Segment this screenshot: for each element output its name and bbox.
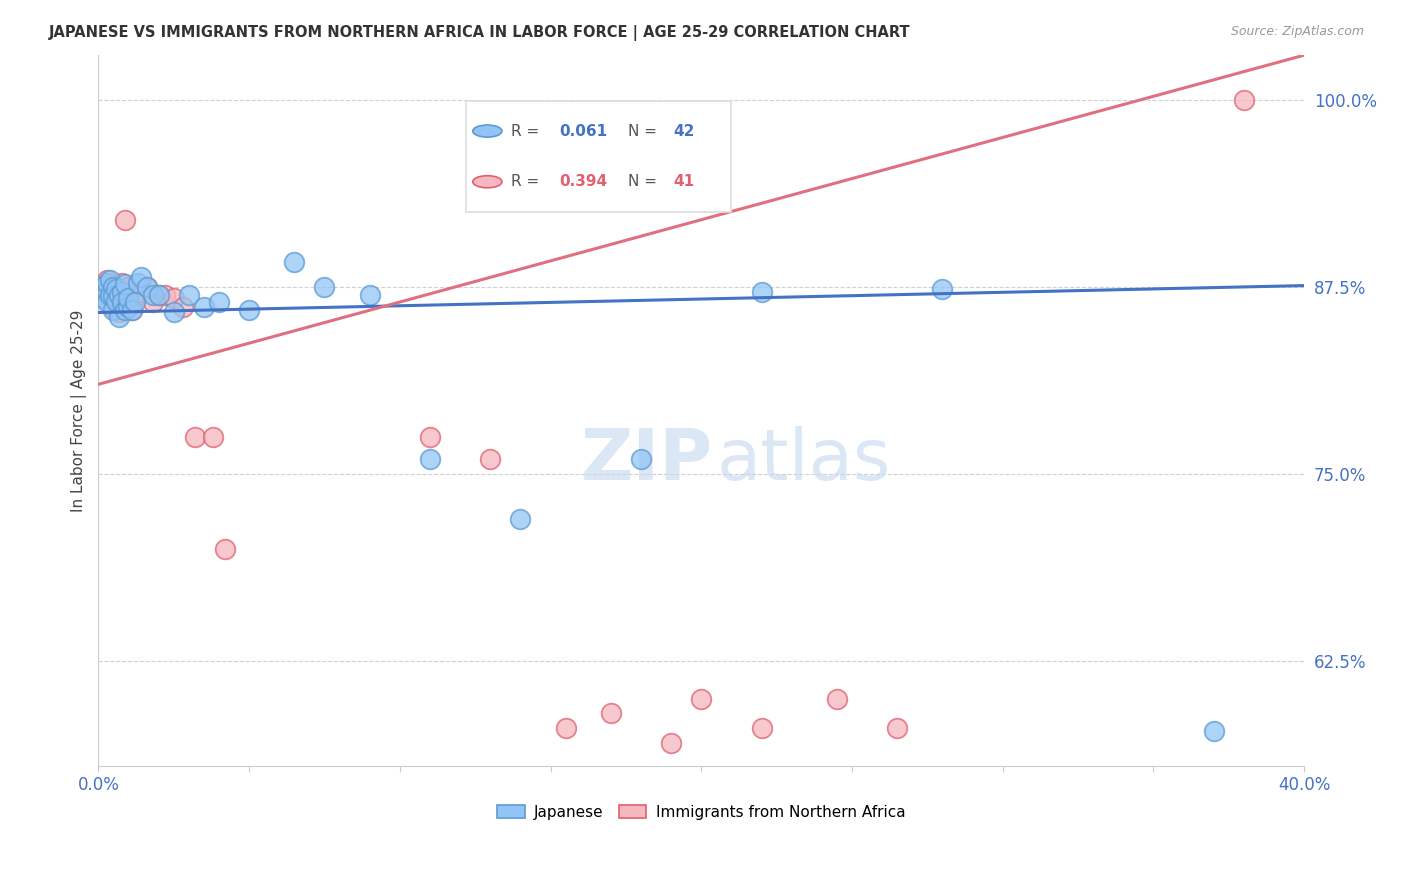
Y-axis label: In Labor Force | Age 25-29: In Labor Force | Age 25-29 bbox=[72, 310, 87, 512]
Point bbox=[238, 302, 260, 317]
Point bbox=[90, 281, 112, 295]
Point bbox=[184, 430, 207, 444]
Point bbox=[1202, 724, 1225, 739]
Point bbox=[129, 285, 152, 299]
Point bbox=[114, 302, 136, 317]
Point bbox=[90, 281, 112, 295]
Point bbox=[103, 285, 125, 299]
Point bbox=[93, 291, 115, 305]
Point bbox=[127, 276, 149, 290]
Point bbox=[148, 287, 170, 301]
Point bbox=[127, 287, 149, 301]
Point bbox=[142, 287, 165, 301]
Point bbox=[172, 300, 194, 314]
Point bbox=[124, 295, 146, 310]
Point bbox=[103, 300, 125, 314]
Text: Source: ZipAtlas.com: Source: ZipAtlas.com bbox=[1230, 25, 1364, 38]
Point bbox=[121, 302, 143, 317]
Point bbox=[105, 280, 128, 294]
Point bbox=[108, 310, 131, 324]
Point bbox=[135, 280, 157, 294]
Point bbox=[117, 291, 139, 305]
Point bbox=[117, 280, 139, 294]
Point bbox=[129, 269, 152, 284]
Point bbox=[825, 691, 848, 706]
Point bbox=[148, 287, 170, 301]
Point bbox=[314, 280, 336, 294]
Point bbox=[751, 285, 773, 299]
Point bbox=[214, 541, 236, 556]
Point bbox=[751, 722, 773, 736]
Point bbox=[108, 287, 131, 301]
Point bbox=[96, 272, 118, 286]
Point bbox=[177, 287, 200, 301]
Point bbox=[111, 295, 134, 310]
Point bbox=[163, 305, 186, 319]
Text: ZIP: ZIP bbox=[581, 425, 713, 495]
Point bbox=[163, 291, 186, 305]
Point bbox=[509, 512, 531, 526]
Point bbox=[111, 276, 134, 290]
Point bbox=[690, 691, 713, 706]
Text: atlas: atlas bbox=[717, 425, 891, 495]
Point bbox=[599, 706, 621, 721]
Point bbox=[114, 277, 136, 291]
Legend: Japanese, Immigrants from Northern Africa: Japanese, Immigrants from Northern Afric… bbox=[491, 798, 911, 826]
Point bbox=[114, 212, 136, 227]
Point bbox=[117, 300, 139, 314]
Point bbox=[100, 287, 122, 301]
Point bbox=[630, 452, 652, 467]
Point bbox=[142, 295, 165, 310]
Point bbox=[201, 430, 224, 444]
Point bbox=[419, 452, 441, 467]
Point bbox=[96, 287, 118, 301]
Point bbox=[931, 281, 953, 295]
Point bbox=[111, 287, 134, 301]
Point bbox=[1233, 93, 1256, 107]
Point bbox=[93, 291, 115, 305]
Point bbox=[96, 295, 118, 310]
Point bbox=[96, 285, 118, 299]
Point bbox=[135, 280, 157, 294]
Point bbox=[359, 287, 381, 301]
Point bbox=[103, 280, 125, 294]
Point bbox=[111, 285, 134, 299]
Point bbox=[886, 722, 908, 736]
Point bbox=[93, 280, 115, 294]
Point bbox=[153, 287, 176, 301]
Point bbox=[103, 289, 125, 303]
Point bbox=[103, 302, 125, 317]
Point bbox=[117, 291, 139, 305]
Point bbox=[93, 278, 115, 293]
Point bbox=[105, 293, 128, 308]
Point bbox=[105, 281, 128, 295]
Point bbox=[103, 280, 125, 294]
Point bbox=[283, 254, 305, 268]
Point bbox=[96, 276, 118, 290]
Point bbox=[479, 452, 502, 467]
Point bbox=[554, 722, 576, 736]
Point bbox=[208, 295, 231, 310]
Point bbox=[419, 430, 441, 444]
Point bbox=[193, 300, 215, 314]
Point bbox=[121, 302, 143, 317]
Point bbox=[105, 291, 128, 305]
Point bbox=[659, 736, 682, 750]
Text: JAPANESE VS IMMIGRANTS FROM NORTHERN AFRICA IN LABOR FORCE | AGE 25-29 CORRELATI: JAPANESE VS IMMIGRANTS FROM NORTHERN AFR… bbox=[49, 25, 911, 41]
Point bbox=[108, 305, 131, 319]
Point bbox=[100, 278, 122, 293]
Point bbox=[100, 272, 122, 286]
Point bbox=[100, 289, 122, 303]
Point bbox=[108, 281, 131, 295]
